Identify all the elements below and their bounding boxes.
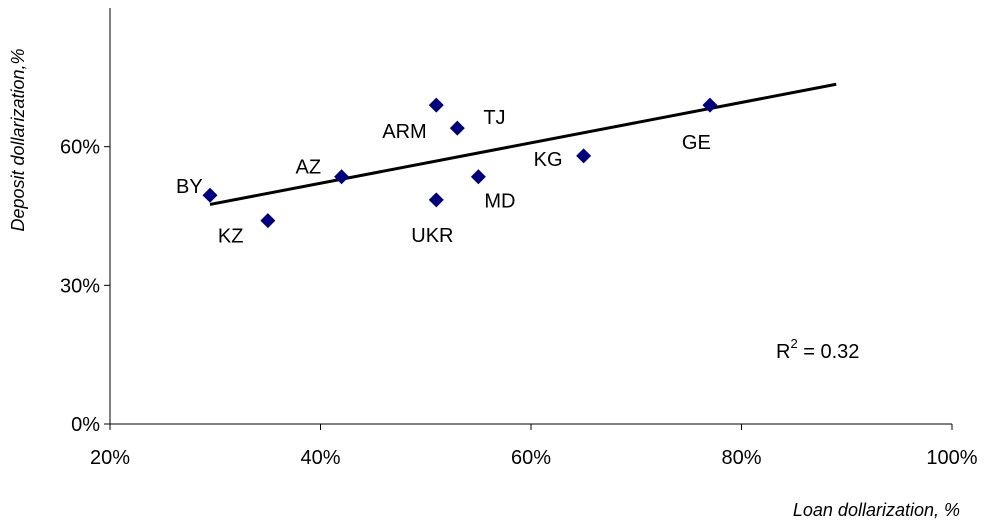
- data-point-md: [470, 169, 486, 185]
- point-label-arm: ARM: [382, 121, 426, 143]
- trendline-group: [209, 82, 837, 206]
- point-label-kz: KZ: [218, 226, 244, 248]
- point-label-md: MD: [484, 191, 515, 213]
- x-tick-label: 60%: [511, 447, 551, 469]
- axis-ticks: 20% 40% 60% 80% 100% 0% 30% 60%: [60, 137, 978, 469]
- point-label-az: AZ: [296, 157, 322, 179]
- x-tick-label: 80%: [721, 447, 761, 469]
- point-label-ge: GE: [682, 132, 711, 154]
- x-axis-title: Loan dollarization, %: [793, 500, 960, 520]
- x-tick-label: 40%: [300, 447, 340, 469]
- data-point-az: [334, 169, 350, 185]
- y-tick-label: 60%: [60, 137, 100, 159]
- y-tick-label: 0%: [71, 414, 100, 436]
- data-points: [202, 97, 718, 229]
- r-squared-annotation: R2 = 0.32: [776, 336, 859, 363]
- data-point-arm: [428, 97, 444, 113]
- trendline: [209, 82, 837, 206]
- data-point-kz: [260, 213, 276, 229]
- data-point-ge: [702, 97, 718, 113]
- point-labels: BY KZ AZ ARM UKR TJ MD KG GE: [176, 107, 711, 247]
- data-point-tj: [449, 120, 465, 136]
- data-point-kg: [576, 148, 592, 164]
- point-label-by: BY: [176, 176, 203, 198]
- point-label-tj: TJ: [483, 107, 505, 129]
- y-axis-title: Deposit dollarization,%: [8, 48, 28, 231]
- x-tick-label: 20%: [90, 447, 130, 469]
- point-label-ukr: UKR: [411, 225, 453, 247]
- data-point-ukr: [428, 192, 444, 208]
- point-label-kg: KG: [534, 149, 563, 171]
- x-tick-label: 100%: [926, 447, 977, 469]
- y-tick-label: 30%: [60, 275, 100, 297]
- data-point-by: [202, 187, 218, 203]
